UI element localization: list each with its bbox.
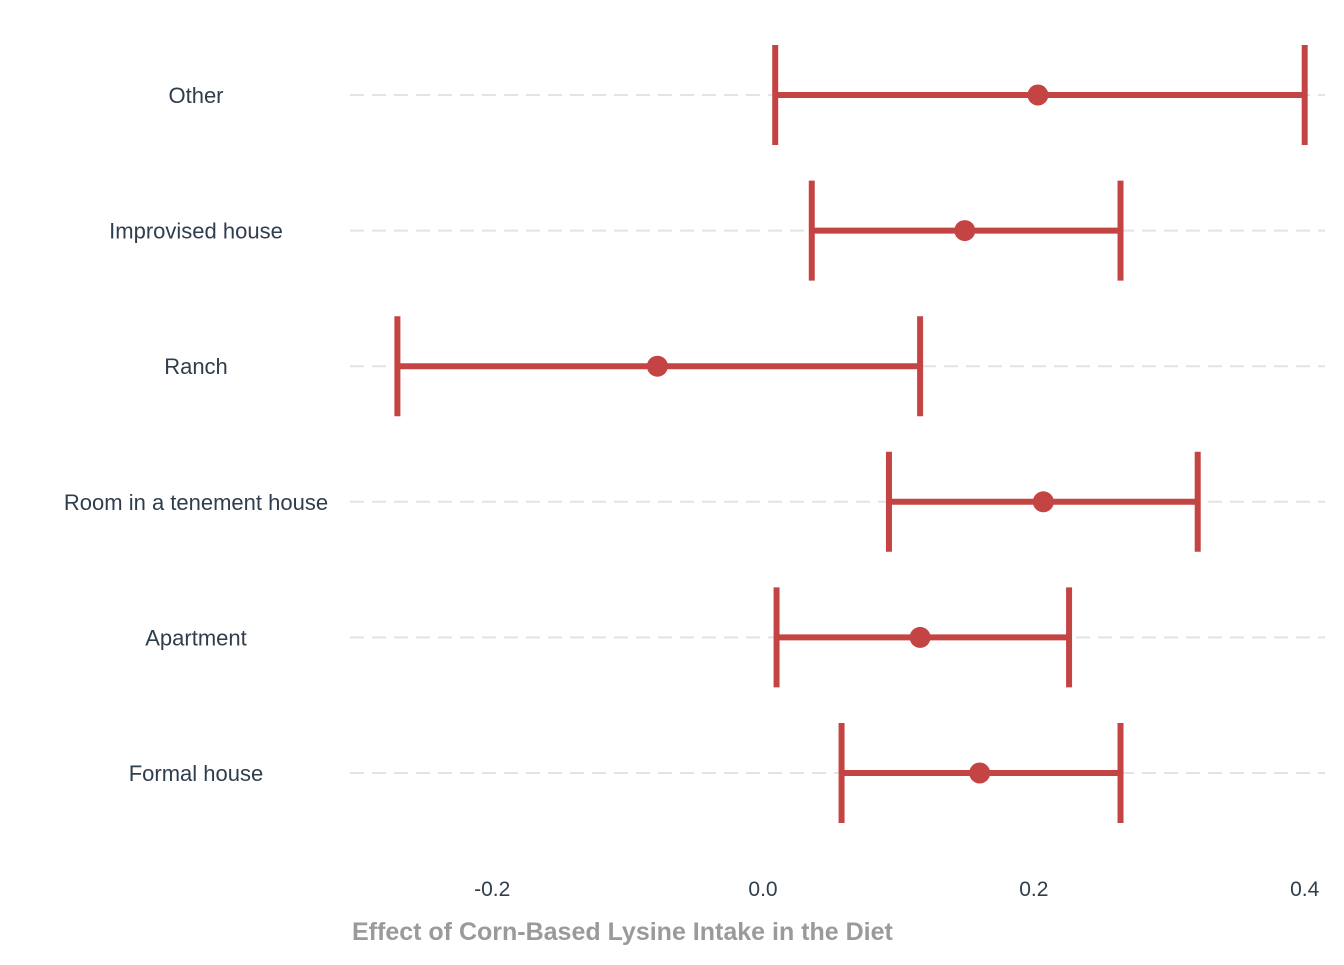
estimate-point bbox=[1027, 84, 1049, 106]
error-bar bbox=[772, 45, 1308, 145]
category-label: Room in a tenement house bbox=[64, 490, 328, 515]
estimate-point bbox=[1032, 491, 1054, 513]
x-tick-label: 0.4 bbox=[1290, 878, 1320, 901]
x-axis-ticks: -0.2 0.0 0.2 0.4 bbox=[474, 878, 1320, 901]
category-labels: Other Improvised house Ranch Room in a tene… bbox=[64, 83, 328, 786]
error-bar bbox=[808, 180, 1124, 281]
estimate-point bbox=[646, 355, 668, 377]
error-bar bbox=[394, 316, 924, 417]
x-tick-label: 0.0 bbox=[748, 878, 777, 901]
error-bar bbox=[885, 451, 1201, 552]
grid-lines bbox=[350, 94, 1325, 774]
category-label: Apartment bbox=[145, 625, 247, 650]
estimate-point bbox=[909, 626, 931, 648]
x-tick-label: -0.2 bbox=[474, 878, 510, 901]
estimate-point bbox=[954, 220, 976, 242]
category-label: Formal house bbox=[129, 761, 264, 786]
x-axis-title: Effect of Corn-Based Lysine Intake in th… bbox=[352, 918, 894, 946]
category-label: Ranch bbox=[164, 354, 228, 379]
error-bar bbox=[773, 587, 1073, 688]
category-label: Improvised house bbox=[109, 219, 283, 244]
error-bars bbox=[394, 45, 1308, 823]
error-bar bbox=[838, 723, 1124, 823]
x-tick-label: 0.2 bbox=[1019, 878, 1048, 901]
estimate-point bbox=[969, 762, 991, 784]
category-label: Other bbox=[168, 83, 223, 108]
